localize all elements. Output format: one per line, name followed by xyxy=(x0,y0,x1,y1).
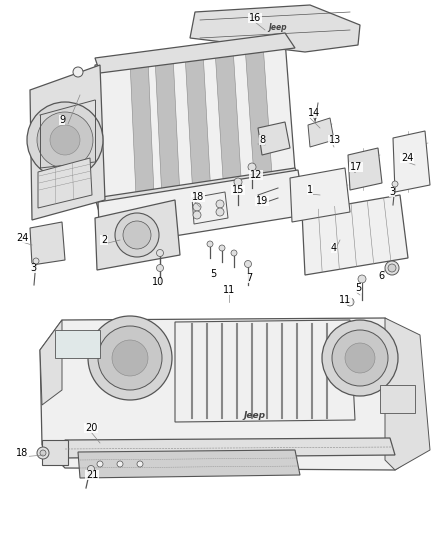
Polygon shape xyxy=(258,122,290,155)
Text: 20: 20 xyxy=(85,423,97,433)
Circle shape xyxy=(112,340,148,376)
Polygon shape xyxy=(95,168,302,215)
Circle shape xyxy=(40,450,46,456)
Text: 15: 15 xyxy=(232,185,244,195)
Text: 19: 19 xyxy=(256,196,268,206)
Circle shape xyxy=(332,330,388,386)
Text: 24: 24 xyxy=(401,153,413,163)
Circle shape xyxy=(346,298,354,306)
Bar xyxy=(380,385,415,413)
Polygon shape xyxy=(38,158,92,208)
Polygon shape xyxy=(348,148,382,190)
Circle shape xyxy=(392,181,398,187)
Text: 2: 2 xyxy=(101,235,107,245)
Polygon shape xyxy=(290,168,350,222)
Text: 3: 3 xyxy=(30,263,36,273)
Text: 12: 12 xyxy=(250,170,262,180)
Text: 9: 9 xyxy=(59,115,65,125)
Polygon shape xyxy=(385,318,430,470)
Text: 10: 10 xyxy=(152,277,164,287)
Circle shape xyxy=(37,112,93,168)
Polygon shape xyxy=(78,450,300,478)
Circle shape xyxy=(358,275,366,283)
Circle shape xyxy=(97,461,103,467)
Polygon shape xyxy=(155,55,180,190)
Polygon shape xyxy=(190,5,360,52)
Circle shape xyxy=(385,261,399,275)
Polygon shape xyxy=(308,118,334,147)
Text: 6: 6 xyxy=(378,271,384,281)
Polygon shape xyxy=(30,222,65,265)
Polygon shape xyxy=(40,320,62,405)
Polygon shape xyxy=(130,59,154,195)
Text: 3: 3 xyxy=(389,187,395,197)
Circle shape xyxy=(115,213,159,257)
Polygon shape xyxy=(40,318,425,470)
Circle shape xyxy=(322,320,398,396)
Circle shape xyxy=(98,326,162,390)
Polygon shape xyxy=(185,51,210,186)
Circle shape xyxy=(50,125,80,155)
Circle shape xyxy=(219,245,225,251)
Circle shape xyxy=(27,102,103,178)
Text: 4: 4 xyxy=(331,243,337,253)
Text: 5: 5 xyxy=(355,283,361,293)
Text: 7: 7 xyxy=(246,273,252,283)
Circle shape xyxy=(388,264,396,272)
Circle shape xyxy=(137,461,143,467)
Circle shape xyxy=(123,221,151,249)
Text: 21: 21 xyxy=(86,470,98,480)
Polygon shape xyxy=(245,43,272,176)
Circle shape xyxy=(117,461,123,467)
Polygon shape xyxy=(215,47,241,181)
Polygon shape xyxy=(393,131,430,192)
Circle shape xyxy=(207,241,213,247)
Polygon shape xyxy=(175,320,355,422)
Circle shape xyxy=(244,261,251,268)
Text: 11: 11 xyxy=(223,285,235,295)
Circle shape xyxy=(33,258,39,264)
Polygon shape xyxy=(30,65,105,220)
Bar xyxy=(55,330,100,358)
Polygon shape xyxy=(192,192,228,224)
Text: 8: 8 xyxy=(259,135,265,145)
Text: Jeep: Jeep xyxy=(268,23,287,33)
Circle shape xyxy=(234,178,242,186)
Text: 14: 14 xyxy=(308,108,320,118)
Polygon shape xyxy=(98,170,305,248)
Circle shape xyxy=(345,343,375,373)
Circle shape xyxy=(216,208,224,216)
Circle shape xyxy=(88,316,172,400)
Circle shape xyxy=(88,465,95,472)
Text: 18: 18 xyxy=(192,192,204,202)
Circle shape xyxy=(193,203,201,211)
Circle shape xyxy=(231,250,237,256)
Polygon shape xyxy=(302,195,408,275)
Text: 1: 1 xyxy=(307,185,313,195)
Text: 16: 16 xyxy=(249,13,261,23)
Text: 18: 18 xyxy=(16,448,28,458)
Text: 17: 17 xyxy=(350,162,362,172)
Text: 11: 11 xyxy=(339,295,351,305)
Polygon shape xyxy=(42,440,68,465)
Polygon shape xyxy=(63,438,395,458)
Polygon shape xyxy=(95,40,295,200)
Circle shape xyxy=(216,200,224,208)
Text: Jeep: Jeep xyxy=(244,410,266,419)
Circle shape xyxy=(248,163,256,171)
Circle shape xyxy=(73,67,83,77)
Text: 13: 13 xyxy=(329,135,341,145)
Polygon shape xyxy=(95,33,295,73)
Polygon shape xyxy=(95,200,180,270)
Circle shape xyxy=(156,264,163,271)
Text: 24: 24 xyxy=(16,233,28,243)
Circle shape xyxy=(193,211,201,219)
Text: 5: 5 xyxy=(210,269,216,279)
Circle shape xyxy=(156,249,163,256)
Circle shape xyxy=(37,447,49,459)
